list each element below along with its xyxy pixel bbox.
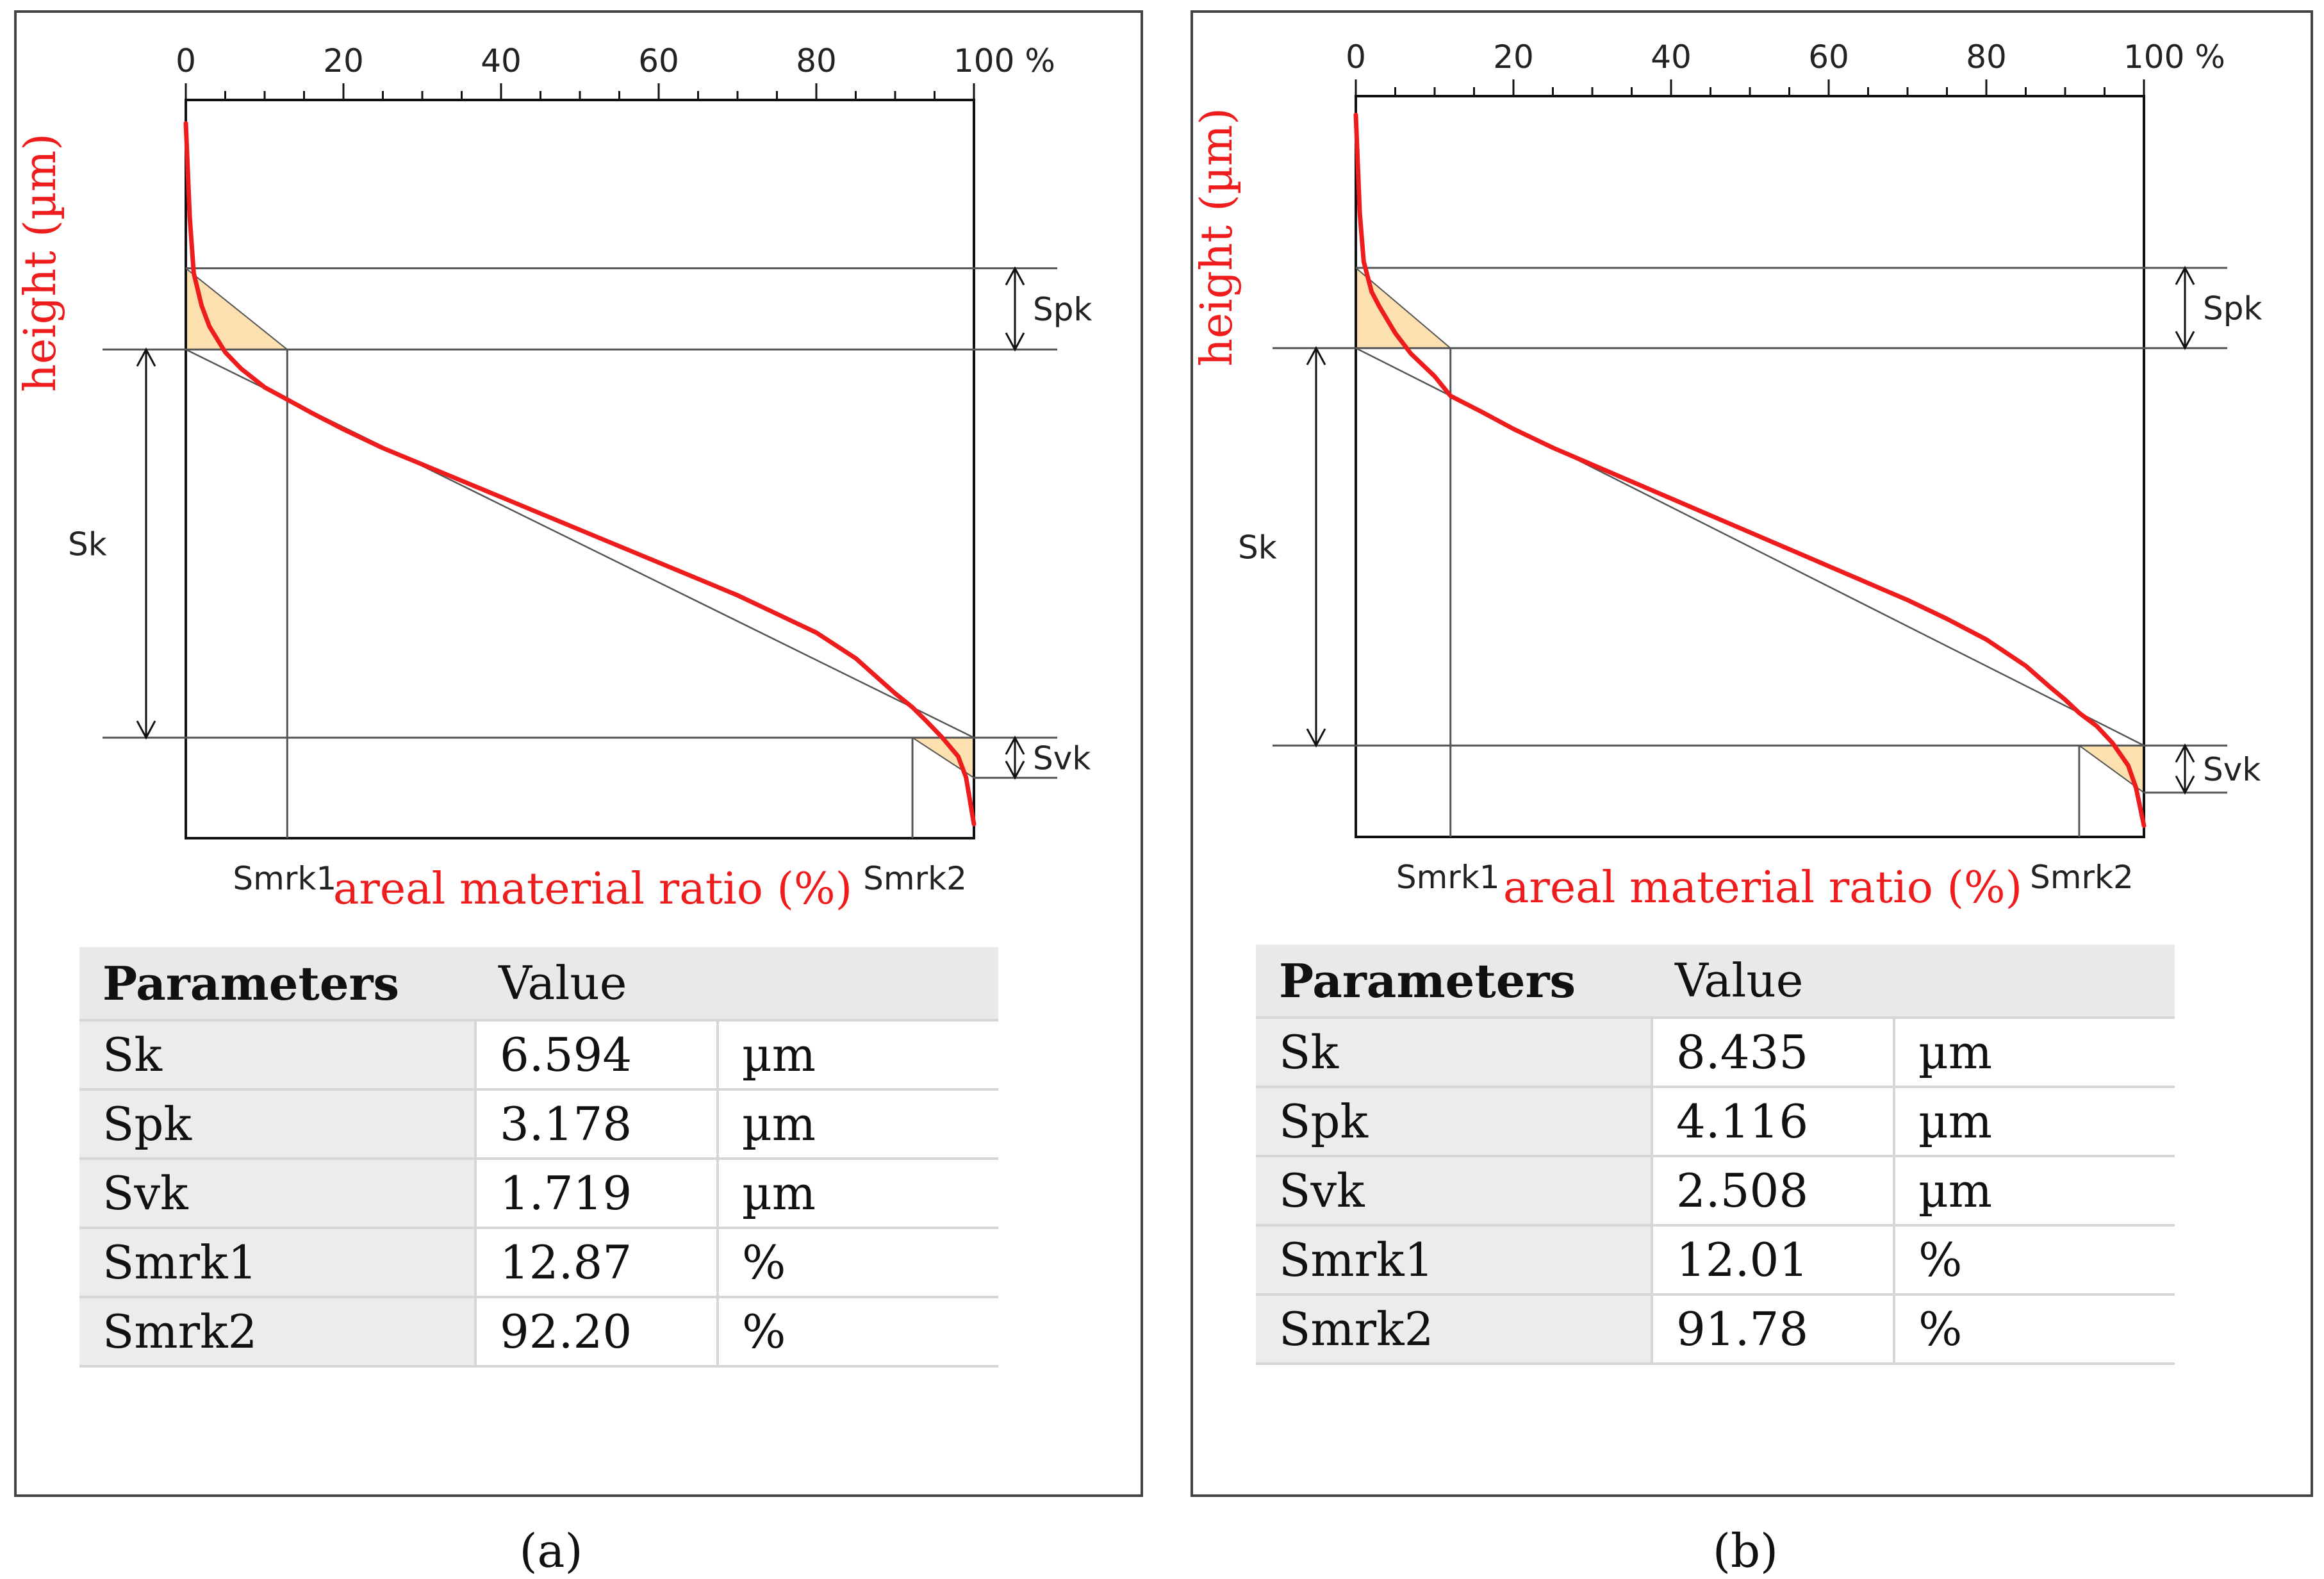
param-value: 3.178	[474, 1089, 718, 1160]
param-unit: µm	[1892, 1087, 2175, 1157]
caption-a: (a)	[519, 1524, 583, 1578]
y-axis-title: height (µm)	[1193, 108, 1242, 367]
param-value: 4.116	[1651, 1087, 1894, 1157]
plot-frame	[185, 99, 975, 839]
sk-arrow-head-bottom	[136, 720, 156, 740]
material-ratio-curve	[1353, 112, 2147, 828]
x-tick-label: 40	[481, 42, 522, 79]
table-row: Smrk2 92.20 %	[79, 1297, 999, 1368]
param-value: 8.435	[1651, 1018, 1894, 1088]
param-value: 1.719	[474, 1159, 718, 1229]
svk-label: Svk	[2203, 751, 2261, 788]
param-name: Smrk2	[1256, 1294, 1652, 1365]
param-value: 92.20	[474, 1297, 718, 1368]
table-header-row: Parameters Value	[1256, 945, 2175, 1019]
x-tick-label: 100 %	[2123, 38, 2225, 76]
spk-label: Spk	[1033, 291, 1092, 328]
table-row: Sk 6.594 µm	[79, 1020, 999, 1091]
param-name: Sk	[1256, 1018, 1652, 1088]
x-tick-label: 80	[796, 42, 837, 79]
param-unit: µm	[716, 1020, 999, 1091]
spk-arrow-head-top	[2175, 265, 2195, 285]
table-row: Spk 3.178 µm	[79, 1089, 999, 1160]
table-row: Svk 2.508 µm	[1256, 1156, 2175, 1227]
x-tick-label: 0	[176, 42, 196, 79]
table-row: Sk 8.435 µm	[1256, 1018, 2175, 1088]
spk-arrow-head-top	[1005, 266, 1025, 286]
param-unit: µm	[716, 1159, 999, 1229]
table-row: Svk 1.719 µm	[79, 1159, 999, 1229]
svk-arrow-head-bottom	[2175, 775, 2195, 795]
param-name: Sk	[79, 1020, 475, 1091]
x-tick-label: 100 %	[953, 42, 1055, 79]
spk-label: Spk	[2203, 290, 2262, 327]
param-name: Svk	[1256, 1156, 1652, 1227]
param-name: Spk	[79, 1089, 475, 1160]
header-parameters: Parameters	[79, 947, 475, 1021]
sk-label: Sk	[1238, 529, 1277, 566]
param-unit: µm	[716, 1089, 999, 1160]
x-tick-label: 0	[1346, 38, 1366, 76]
param-name: Smrk1	[79, 1228, 475, 1298]
param-name: Smrk2	[79, 1297, 475, 1368]
svk-arrow-head-top	[1005, 735, 1025, 755]
header-value: Value	[1652, 945, 2175, 1019]
table-row: Smrk2 91.78 %	[1256, 1294, 2175, 1365]
param-value: 91.78	[1651, 1294, 1894, 1365]
header-parameters: Parameters	[1256, 945, 1652, 1019]
y-axis-title: height (µm)	[17, 133, 66, 392]
smrk1-label: Smrk1	[1396, 859, 1500, 896]
spk-hypotenuse	[185, 267, 288, 351]
x-tick-label: 60	[1808, 38, 1849, 76]
spk-hypotenuse	[1355, 267, 1451, 349]
smrk2-label: Smrk2	[863, 860, 967, 897]
table-header-row: Parameters Value	[79, 947, 999, 1021]
param-unit: %	[716, 1297, 999, 1368]
sk-arrow-head-bottom	[1306, 728, 1326, 748]
x-axis-title: areal material ratio (%)	[1503, 863, 2022, 913]
svk-arrow-head-top	[2175, 743, 2195, 763]
x-tick-label: 40	[1651, 38, 1692, 76]
parameters-table-b: Parameters Value Sk 8.435 µm Spk 4.116 µ…	[1256, 945, 2175, 1365]
param-value: 12.01	[1651, 1225, 1894, 1296]
smrk1-label: Smrk1	[233, 860, 336, 897]
svk-arrow-head-bottom	[1005, 761, 1025, 780]
header-value: Value	[475, 947, 999, 1021]
param-name: Smrk1	[1256, 1225, 1652, 1296]
spk-arrow-head-bottom	[1005, 332, 1025, 352]
x-tick-label: 20	[1493, 38, 1534, 76]
sk-label: Sk	[68, 525, 107, 563]
x-tick-label: 60	[638, 42, 679, 79]
param-value: 12.87	[474, 1228, 718, 1298]
chart-a: 0 20 40 60 80 100 % Spk Sk Svk Smrk1 Smrk2 areal ma…	[17, 42, 1092, 914]
sk-arrow-head-top	[136, 347, 156, 367]
x-axis-title: areal material ratio (%)	[333, 864, 852, 914]
table-row: Spk 4.116 µm	[1256, 1087, 2175, 1157]
param-unit: µm	[1892, 1018, 2175, 1088]
material-ratio-curve	[183, 121, 977, 827]
param-value: 6.594	[474, 1020, 718, 1091]
caption-b: (b)	[1712, 1524, 1779, 1578]
table-row: Smrk1 12.01 %	[1256, 1225, 2175, 1296]
param-value: 2.508	[1651, 1156, 1894, 1227]
parameters-table-a: Parameters Value Sk 6.594 µm Spk 3.178 µ…	[79, 947, 999, 1368]
spk-arrow-head-bottom	[2175, 331, 2195, 351]
x-tick-label: 80	[1966, 38, 2007, 76]
x-tick-label: 20	[323, 42, 364, 79]
panel-b: 0 20 40 60 80 100 % Spk Sk Svk Smrk1 Smrk2 areal ma…	[1191, 10, 2313, 1497]
svk-label: Svk	[1033, 740, 1091, 777]
plot-frame	[1355, 95, 2145, 838]
param-name: Spk	[1256, 1087, 1652, 1157]
param-name: Svk	[79, 1159, 475, 1229]
panel-a: 0 20 40 60 80 100 % Spk Sk Svk Smrk1 Smrk2 areal ma…	[14, 10, 1143, 1497]
param-unit: %	[716, 1228, 999, 1298]
param-unit: µm	[1892, 1156, 2175, 1227]
smrk2-label: Smrk2	[2030, 859, 2134, 896]
table-row: Smrk1 12.87 %	[79, 1228, 999, 1298]
sk-arrow-head-top	[1306, 346, 1326, 365]
param-unit: %	[1892, 1294, 2175, 1365]
param-unit: %	[1892, 1225, 2175, 1296]
